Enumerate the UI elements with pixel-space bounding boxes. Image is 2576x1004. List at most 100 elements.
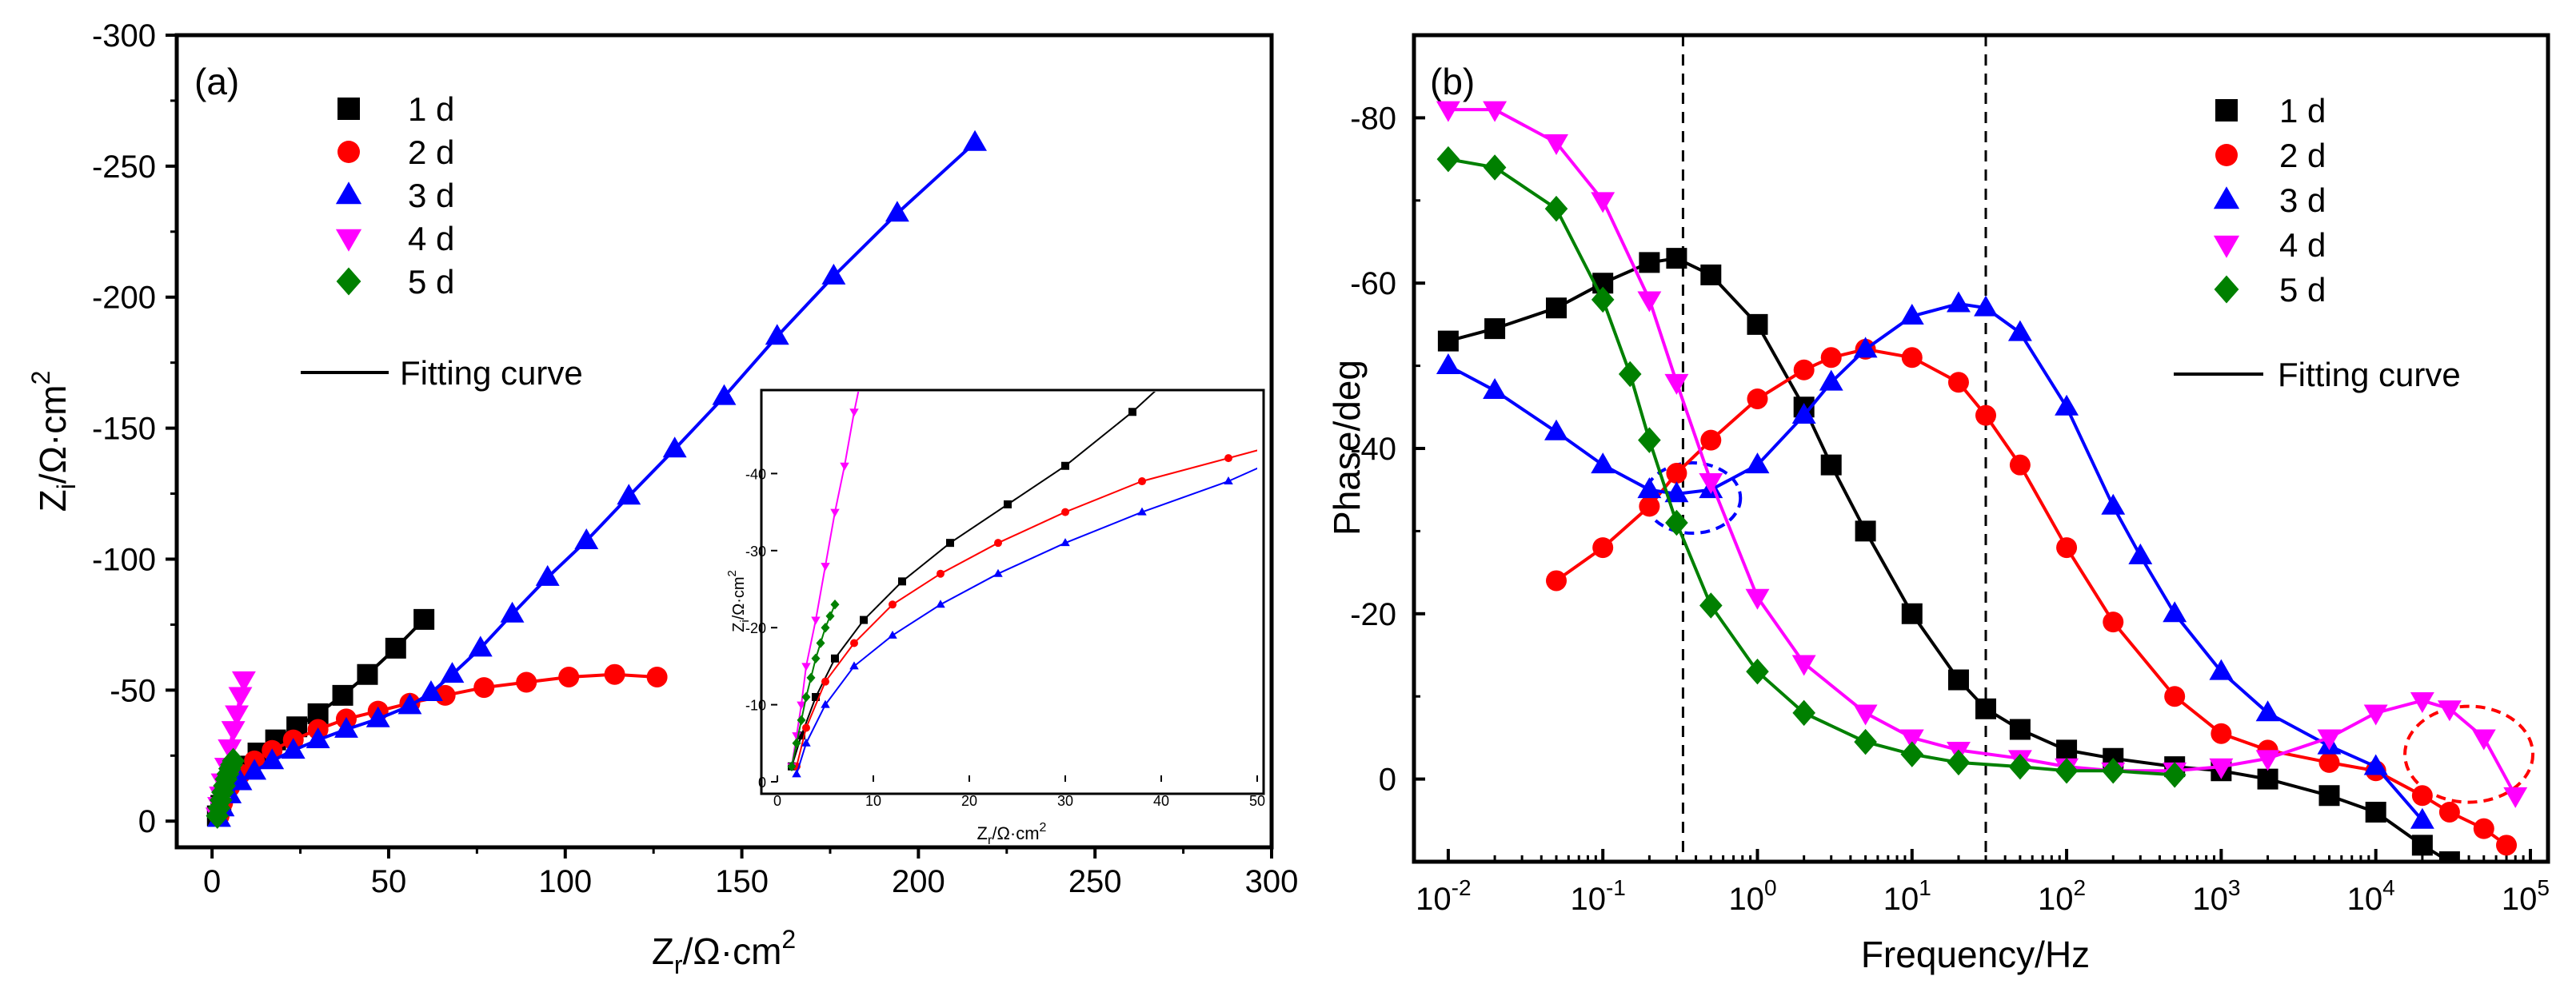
- inset-point-3d: [1060, 538, 1070, 547]
- inset-point-2d: [821, 677, 829, 686]
- inset-point-2d: [1311, 431, 1319, 439]
- point-1d: [1947, 669, 1969, 691]
- fit-line-5d: [1448, 157, 2175, 777]
- x-tick-label: 10-2: [1416, 875, 1471, 917]
- legend-marker: [2215, 99, 2238, 122]
- point-3d: [1544, 419, 1568, 440]
- point-1d: [1666, 248, 1687, 269]
- inset-point-2d: [994, 539, 1002, 548]
- point-3d: [419, 680, 443, 702]
- fit-line-2d: [1555, 347, 2508, 847]
- panel-b-label: (b): [1430, 61, 1475, 102]
- panel-b-x-ticks: 10-2 10-1 100 101 102 103 104 105: [1416, 849, 2550, 917]
- point-4d: [1591, 192, 1615, 213]
- legend-label: 4 d: [408, 220, 454, 257]
- point-5d: [1699, 592, 1723, 619]
- inset-point-3d: [821, 699, 830, 708]
- panel-a-x-axis-label: Zr/Ω·cm2: [652, 925, 796, 979]
- point-3d: [365, 706, 390, 727]
- inset-point-5d: [797, 715, 806, 726]
- legend-marker: [2213, 186, 2240, 209]
- inset-point-3d: [1684, 60, 1694, 68]
- point-4d: [1791, 655, 1816, 676]
- panel-a-inset: 0 10 20 30 40 50 0 -10 -20 -30 -40 Zr/Ω·cm2 Zi/Ω·…: [725, 60, 1991, 847]
- point-1d: [2438, 851, 2460, 862]
- y-tick-label: -40: [1350, 432, 1396, 467]
- fit-line-4d: [1448, 108, 2517, 797]
- point-3d: [242, 759, 267, 780]
- legend-label: 5 d: [408, 263, 454, 301]
- panel-b-plot-area: [1436, 101, 2528, 862]
- legend-fit-label: Fitting curve: [2278, 356, 2461, 393]
- x-tick-label: 0: [203, 864, 221, 899]
- inset-point-2d: [802, 723, 810, 732]
- inset-point-3d: [1310, 438, 1320, 446]
- x-tick-label: 104: [2347, 875, 2395, 917]
- point-2d: [2438, 801, 2460, 823]
- inset-point-1d: [946, 539, 954, 548]
- point-3d: [440, 662, 465, 683]
- panel-a-label: (a): [194, 61, 239, 102]
- point-3d: [885, 201, 909, 222]
- point-4d: [228, 687, 253, 708]
- inset-point-2d: [1983, 354, 1991, 362]
- inset-point-5d: [830, 600, 840, 610]
- inset-point-2d: [889, 600, 897, 609]
- point-1d: [2365, 801, 2386, 823]
- inset-x-tick-label: 0: [773, 793, 781, 809]
- y-tick-label: -150: [92, 412, 156, 447]
- x-tick-label: 102: [2038, 875, 2086, 917]
- point-3d: [1483, 378, 1508, 400]
- point-2d: [2103, 612, 2124, 633]
- highlight-ellipse-high-freq: [2403, 704, 2535, 804]
- point-1d: [385, 637, 406, 659]
- inset-y-ticks: 0 -10 -20 -30 -40: [745, 466, 777, 791]
- point-3d: [2209, 659, 2234, 680]
- point-4d: [2503, 787, 2528, 808]
- point-3d: [2163, 601, 2187, 623]
- point-3d: [617, 484, 641, 505]
- y-tick-label: -250: [92, 149, 156, 185]
- point-3d: [334, 716, 358, 738]
- y-tick-label: 0: [138, 804, 156, 839]
- inset-point-3d: [849, 661, 859, 670]
- inset-point-1d: [898, 577, 906, 586]
- point-3d: [821, 263, 846, 285]
- point-2d: [1639, 496, 1660, 517]
- inset-point-4d: [797, 701, 806, 710]
- panel-b-x-axis-label: Frequency/Hz: [1861, 934, 2090, 975]
- panel-b-highlight-ellipses: [1643, 461, 2535, 804]
- point-1d: [1901, 603, 1923, 624]
- inset-point-5d: [816, 638, 825, 648]
- inset-series: [787, 60, 1991, 778]
- x-tick-label: 103: [2192, 875, 2240, 917]
- point-5d: [1900, 741, 1924, 767]
- point-2d: [2473, 818, 2494, 839]
- point-2d: [473, 677, 495, 699]
- inset-point-1d: [1061, 461, 1069, 470]
- inset-point-5d: [821, 622, 830, 633]
- x-tick-label: 100: [538, 864, 592, 899]
- point-1d: [1820, 454, 1842, 476]
- inset-y-tick-label: 0: [758, 775, 766, 791]
- point-4d: [2255, 750, 2280, 771]
- point-4d: [1664, 373, 1689, 395]
- point-1d: [1975, 698, 1997, 719]
- inset-line-5d: [791, 604, 836, 767]
- point-2d: [2496, 835, 2518, 856]
- point-5d: [2008, 753, 2032, 780]
- point-2d: [604, 663, 625, 685]
- point-2d: [2009, 454, 2031, 476]
- point-4d: [221, 721, 246, 743]
- point-2d: [2411, 785, 2433, 807]
- point-2d: [558, 666, 580, 687]
- point-3d: [662, 436, 687, 458]
- legend-label: 2 d: [2279, 137, 2326, 174]
- point-3d: [2007, 320, 2032, 341]
- point-4d: [218, 739, 242, 761]
- point-1d: [2056, 739, 2078, 761]
- inset-point-4d: [821, 563, 830, 572]
- point-3d: [712, 384, 737, 405]
- inset-point-2d: [937, 569, 945, 578]
